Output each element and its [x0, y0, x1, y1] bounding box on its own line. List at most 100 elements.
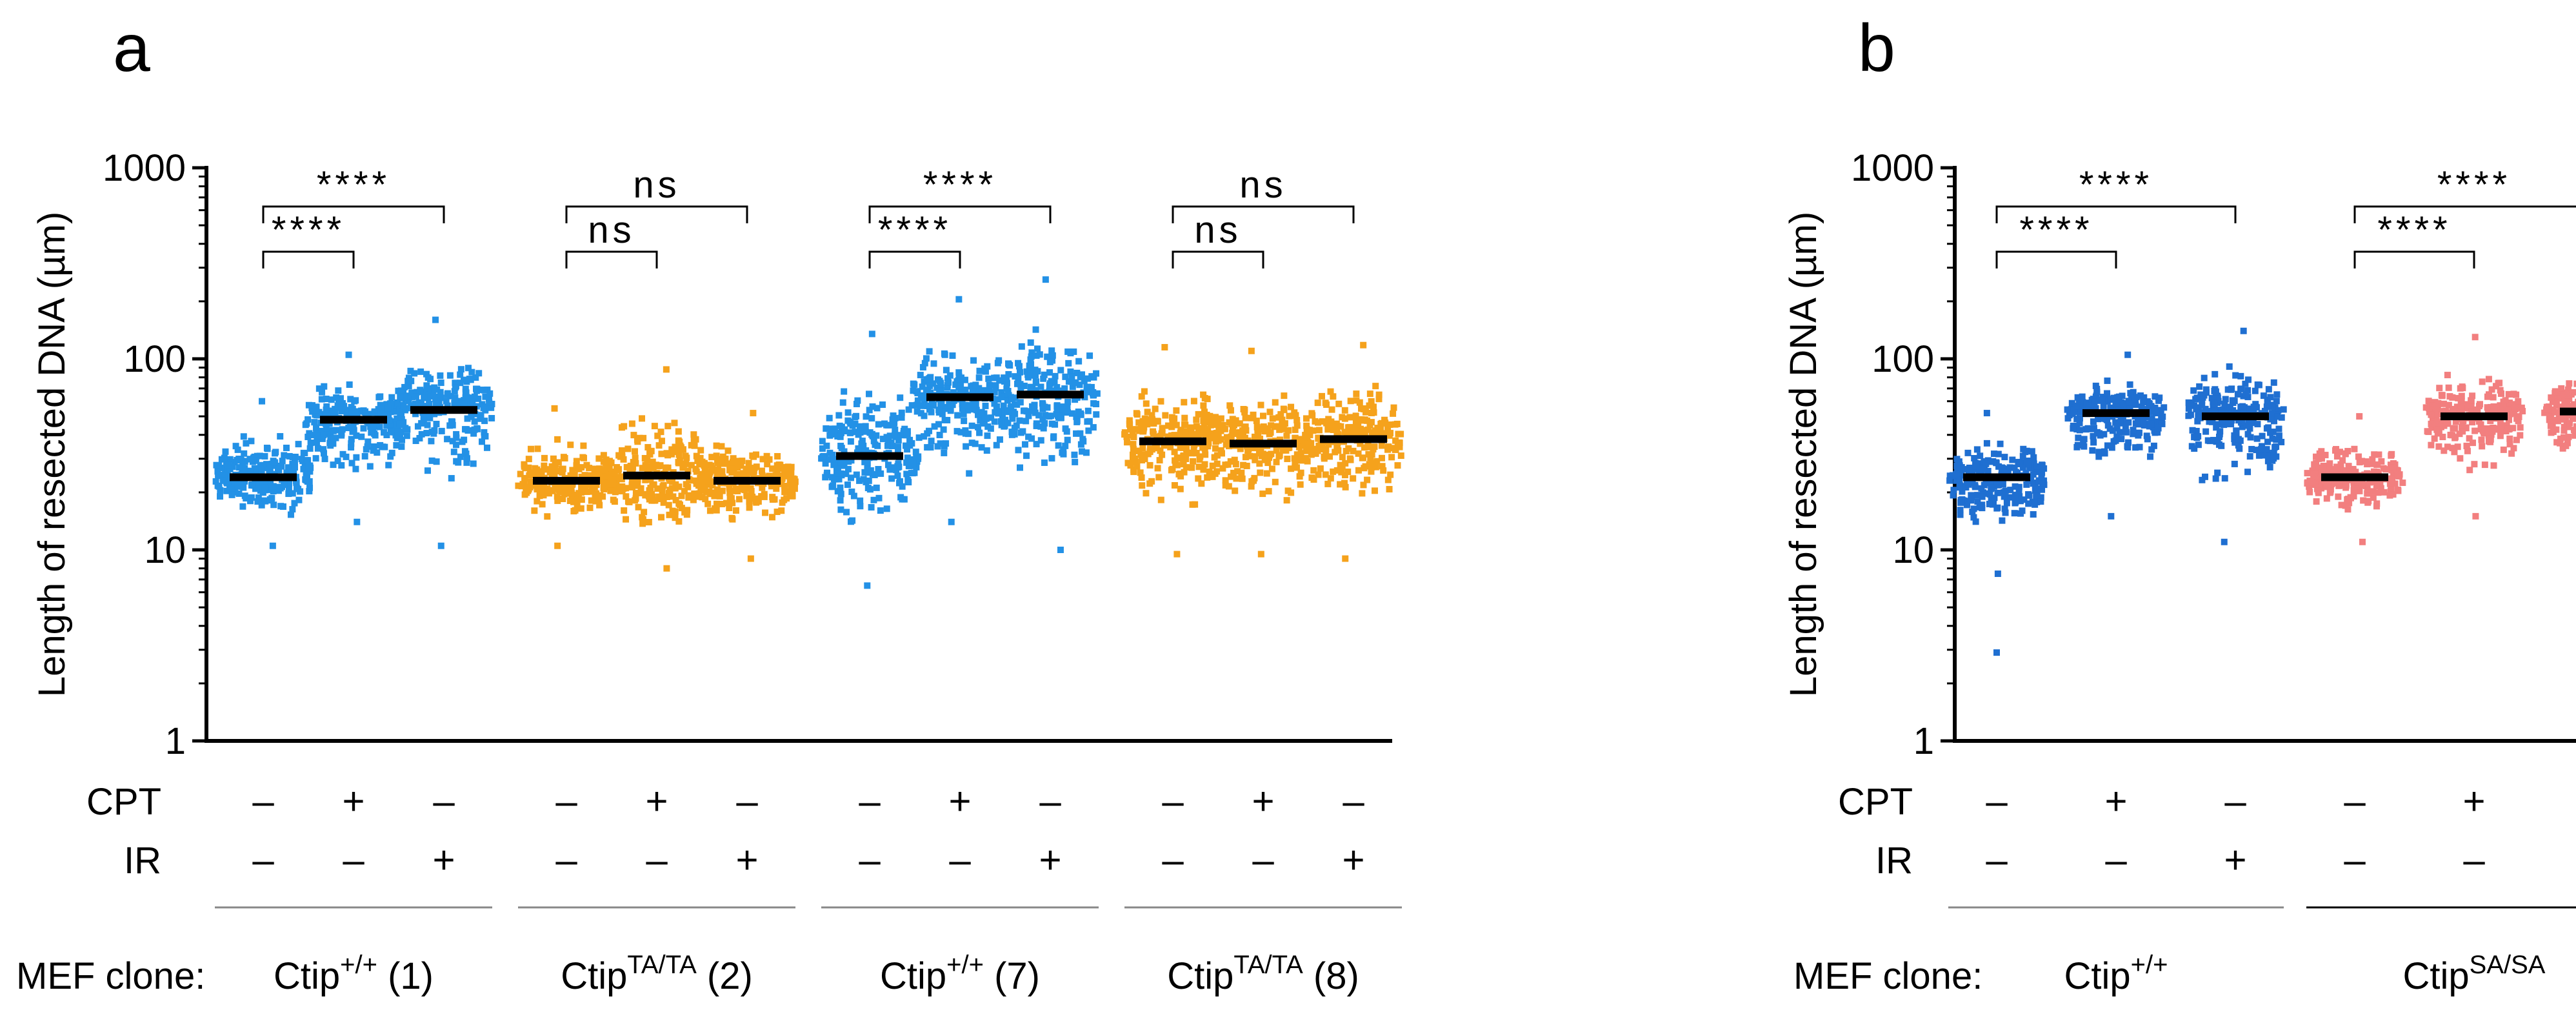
data-point: [1042, 276, 1049, 283]
data-point: [1342, 555, 1349, 562]
data-point: [553, 468, 560, 475]
data-point: [1126, 420, 1133, 427]
data-point: [819, 438, 826, 445]
data-point: [1222, 481, 1229, 489]
data-point: [2443, 419, 2450, 426]
data-point: [634, 438, 641, 445]
data-point: [2561, 427, 2568, 434]
data-point: [745, 460, 752, 467]
data-point: [712, 505, 719, 512]
data-point: [477, 412, 484, 419]
data-point: [1384, 424, 1392, 431]
data-point: [2449, 445, 2456, 452]
data-point: [1008, 403, 1015, 410]
data-point: [1959, 488, 1966, 495]
data-point: [1033, 420, 1040, 427]
data-point: [822, 460, 829, 467]
data-point: [2360, 497, 2367, 504]
data-point: [481, 429, 488, 436]
data-point: [590, 483, 597, 490]
median-bar: [1139, 437, 1206, 445]
data-point: [1348, 424, 1355, 431]
data-point: [366, 463, 374, 470]
data-point: [2451, 425, 2459, 432]
data-point: [610, 468, 617, 475]
data-point: [2318, 455, 2325, 462]
data-point: [517, 470, 524, 478]
data-point: [423, 430, 430, 437]
data-point: [332, 409, 339, 416]
data-point: [714, 486, 721, 493]
data-point: [973, 407, 980, 414]
data-point: [2364, 461, 2371, 468]
data-point: [1157, 447, 1164, 454]
data-point: [2068, 399, 2075, 407]
data-point: [226, 456, 234, 463]
data-point: [1292, 434, 1299, 441]
data-point: [1069, 383, 1076, 390]
data-point: [2130, 430, 2137, 438]
data-point: [859, 448, 866, 455]
data-point: [890, 464, 897, 471]
data-point: [672, 446, 679, 453]
data-point: [415, 399, 423, 407]
data-point: [1995, 450, 2002, 458]
data-point: [977, 417, 984, 424]
data-point: [423, 370, 430, 378]
data-point: [315, 432, 322, 440]
data-point: [1957, 499, 1964, 506]
data-point: [991, 374, 998, 381]
data-point: [2356, 459, 2363, 466]
data-point: [2570, 427, 2576, 434]
data-point: [311, 419, 318, 426]
data-point: [964, 401, 972, 409]
data-point: [2338, 501, 2345, 509]
data-point: [970, 357, 977, 364]
data-point: [2386, 492, 2393, 499]
data-point: [1071, 451, 1078, 458]
data-point: [2221, 400, 2228, 407]
data-point: [1248, 414, 1255, 421]
data-point: [2192, 396, 2199, 403]
significance-label: ****: [2079, 164, 2153, 206]
data-point: [699, 458, 706, 465]
data-point: [1327, 475, 1334, 482]
data-point: [1078, 372, 1085, 379]
data-point: [1188, 449, 1195, 456]
data-point: [1288, 403, 1295, 410]
data-point: [847, 474, 854, 481]
data-point: [243, 440, 250, 447]
data-point: [2257, 446, 2264, 453]
data-point: [827, 431, 834, 438]
data-point: [597, 478, 604, 485]
data-point: [407, 367, 414, 374]
data-point: [787, 489, 794, 496]
data-point: [214, 468, 221, 475]
data-point: [600, 479, 607, 486]
data-point: [1371, 487, 1378, 494]
data-point: [1990, 450, 1997, 458]
data-point: [943, 440, 950, 447]
data-point: [1153, 433, 1161, 440]
data-point: [1032, 326, 1039, 333]
data-point: [2091, 398, 2098, 405]
data-point: [2260, 392, 2267, 399]
data-point: [421, 394, 428, 401]
data-point: [2573, 380, 2576, 387]
data-point: [914, 397, 921, 404]
data-point: [2202, 405, 2209, 412]
data-point: [2273, 391, 2281, 398]
data-point: [2100, 415, 2107, 422]
data-point: [828, 474, 835, 481]
data-point: [1084, 388, 1091, 395]
data-point: [577, 505, 584, 512]
data-point: [566, 497, 574, 504]
data-point: [904, 428, 911, 435]
significance-label: ****: [878, 209, 952, 251]
data-point: [400, 402, 407, 409]
data-point: [853, 471, 860, 478]
data-point: [677, 446, 684, 453]
data-point: [473, 387, 480, 394]
data-point: [943, 367, 950, 374]
